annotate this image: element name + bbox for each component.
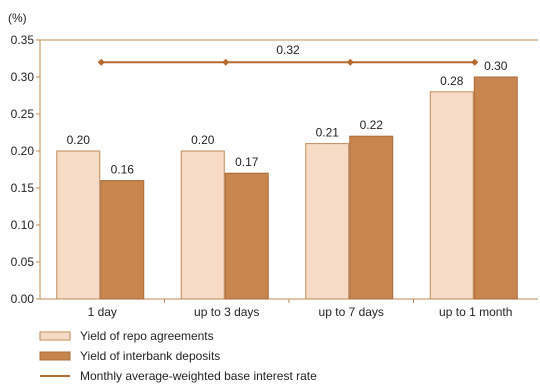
data-label: 0.28 [440, 74, 464, 88]
data-label: 0.20 [191, 133, 215, 147]
legend: Yield of repo agreements Yield of interba… [39, 329, 317, 383]
base-rate-marker [346, 58, 354, 66]
data-label: 0.20 [67, 133, 91, 147]
bar [180, 150, 225, 300]
y-axis-ticks: 0.00 0.05 0.10 0.15 0.20 0.25 0.30 0.35 [11, 33, 40, 306]
base-rate-marker [97, 58, 105, 66]
x-tick-label: up to 3 days [194, 305, 259, 319]
base-rate-marker [471, 58, 479, 66]
bars: 0.20 0.16 0.20 0.17 0.21 0.22 0.28 0.30 [56, 59, 518, 300]
legend-label: Yield of interbank deposits [80, 349, 220, 363]
bar [305, 143, 350, 300]
legend-swatch [39, 351, 71, 361]
data-label: 0.17 [235, 155, 259, 169]
data-label: 0.21 [316, 126, 340, 140]
bar [100, 180, 145, 300]
data-label: 0.16 [111, 163, 135, 177]
y-tick-label: 0.10 [11, 218, 35, 232]
y-tick-label: 0.15 [11, 181, 35, 195]
x-tick-label: up to 1 month [439, 305, 512, 319]
bar [56, 150, 101, 300]
y-tick-label: 0.35 [11, 33, 35, 47]
y-tick-label: 0.20 [11, 144, 35, 158]
y-tick-label: 0.30 [11, 70, 35, 84]
legend-swatch [39, 331, 71, 341]
base-rate-marker [222, 58, 230, 66]
bar [224, 172, 269, 300]
y-tick-label: 0.25 [11, 107, 35, 121]
bar [429, 91, 474, 300]
x-axis-labels: 1 day up to 3 days up to 7 days up to 1 mon… [88, 299, 512, 319]
data-label: 0.30 [484, 59, 508, 73]
x-tick-label: up to 7 days [319, 305, 384, 319]
bar [349, 135, 394, 300]
base-rate-label: 0.32 [276, 43, 300, 57]
y-tick-label: 0.00 [11, 292, 35, 306]
base-rate-line: 0.32 [97, 43, 479, 66]
y-axis-unit-label: (%) [8, 11, 27, 25]
legend-label: Monthly average-weighted base interest r… [80, 369, 317, 383]
x-tick-label: 1 day [88, 305, 117, 319]
bar [473, 76, 518, 300]
y-tick-label: 0.05 [11, 255, 35, 269]
legend-label: Yield of repo agreements [80, 329, 214, 343]
data-label: 0.22 [360, 118, 384, 132]
